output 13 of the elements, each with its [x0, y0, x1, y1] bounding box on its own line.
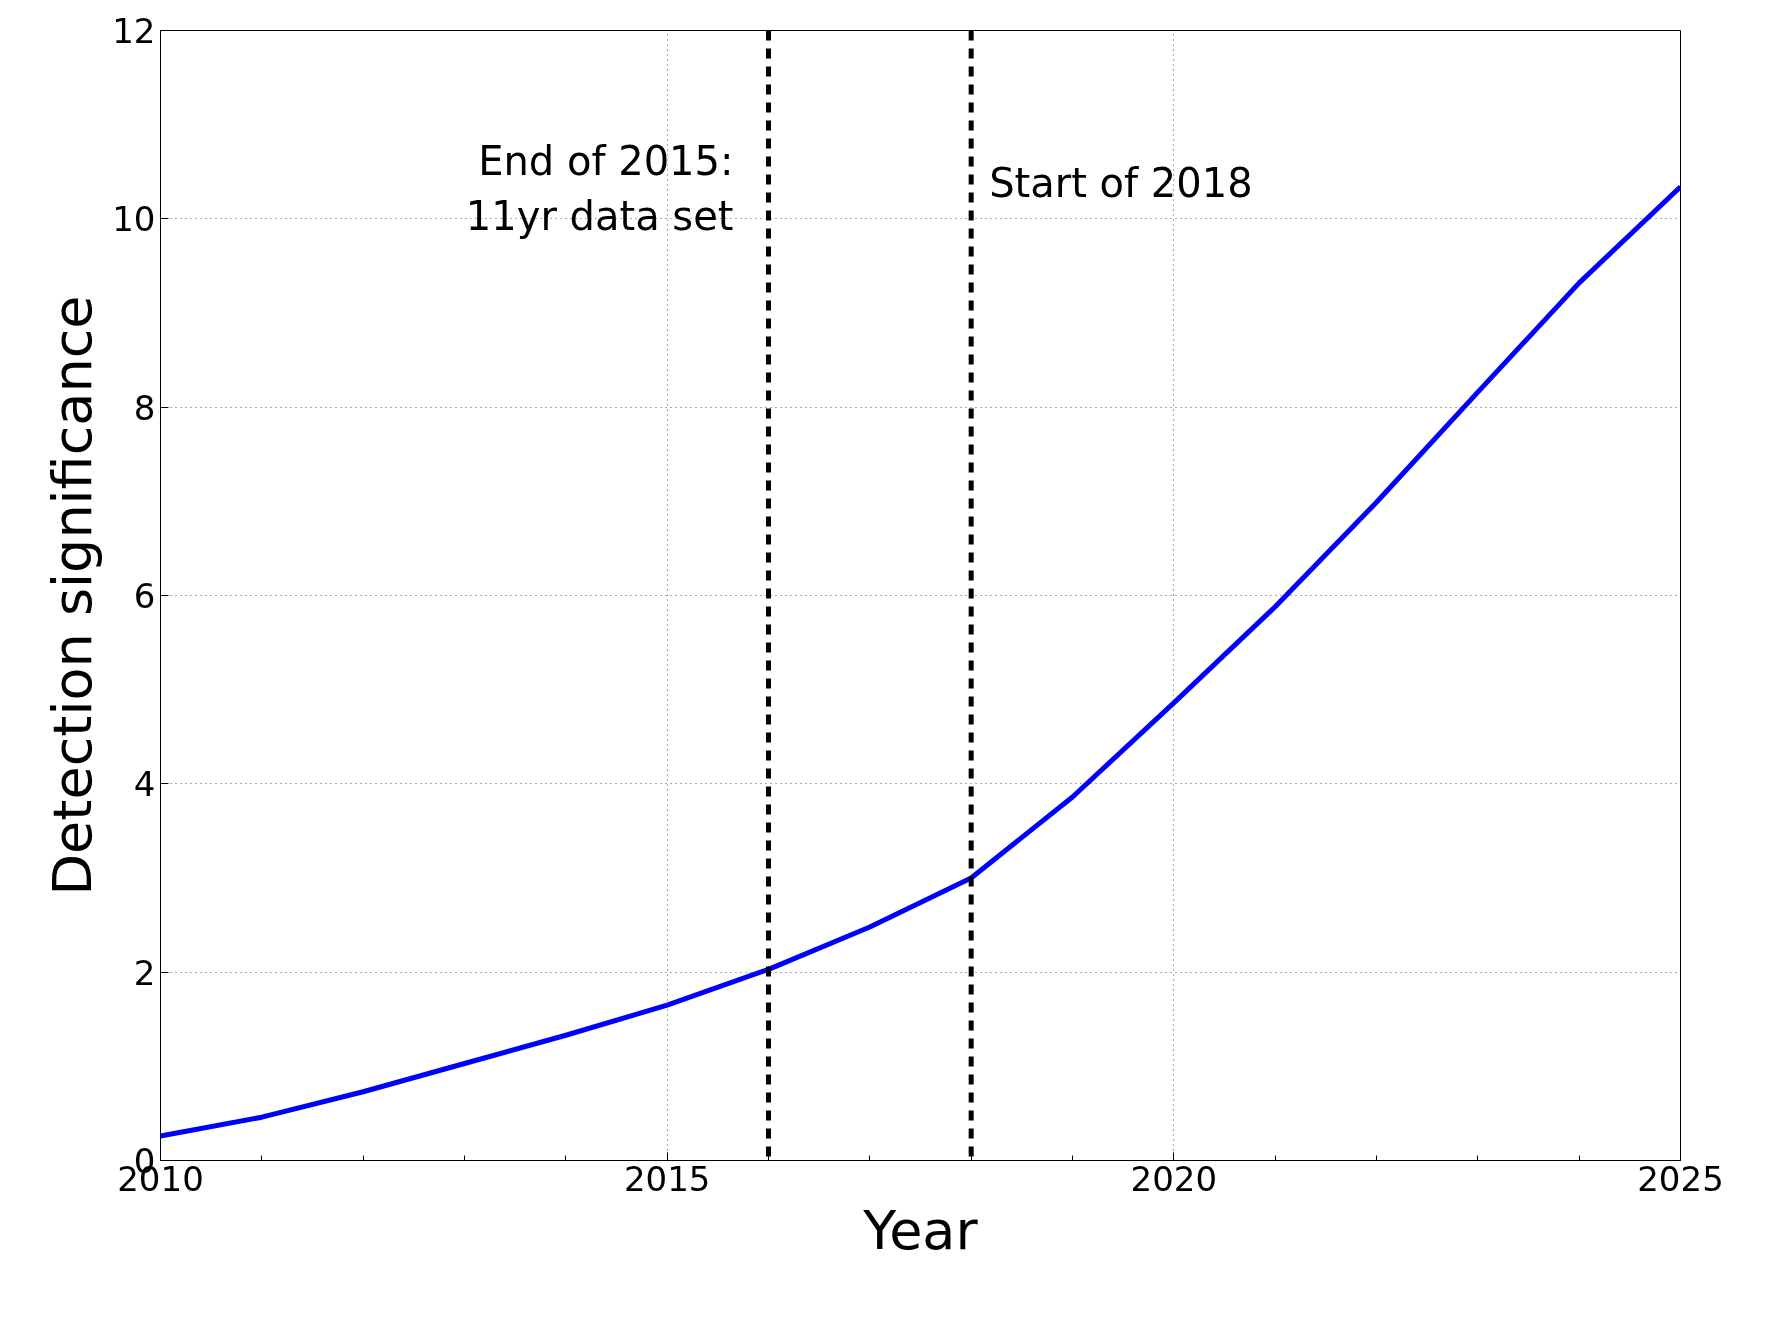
y-tick-label: 10 [112, 199, 156, 240]
x-axis-title: Year [862, 1198, 979, 1262]
x-tick-label: 2025 [1637, 1158, 1724, 1199]
x-tick-label: 2020 [1130, 1158, 1218, 1199]
x-tick-label: 2015 [623, 1158, 711, 1199]
y-tick-label: 6 [133, 576, 156, 616]
y-tick-label: 12 [112, 11, 156, 51]
y-tick-label: 8 [133, 387, 156, 428]
y-tick-label: 2 [133, 952, 156, 993]
annotation: End of 2015: 11yr data set [465, 137, 734, 240]
annotation: Start of 2018 [989, 160, 1253, 207]
y-axis-title: Detection significance [41, 295, 105, 896]
y-tick-label: 4 [133, 764, 156, 805]
